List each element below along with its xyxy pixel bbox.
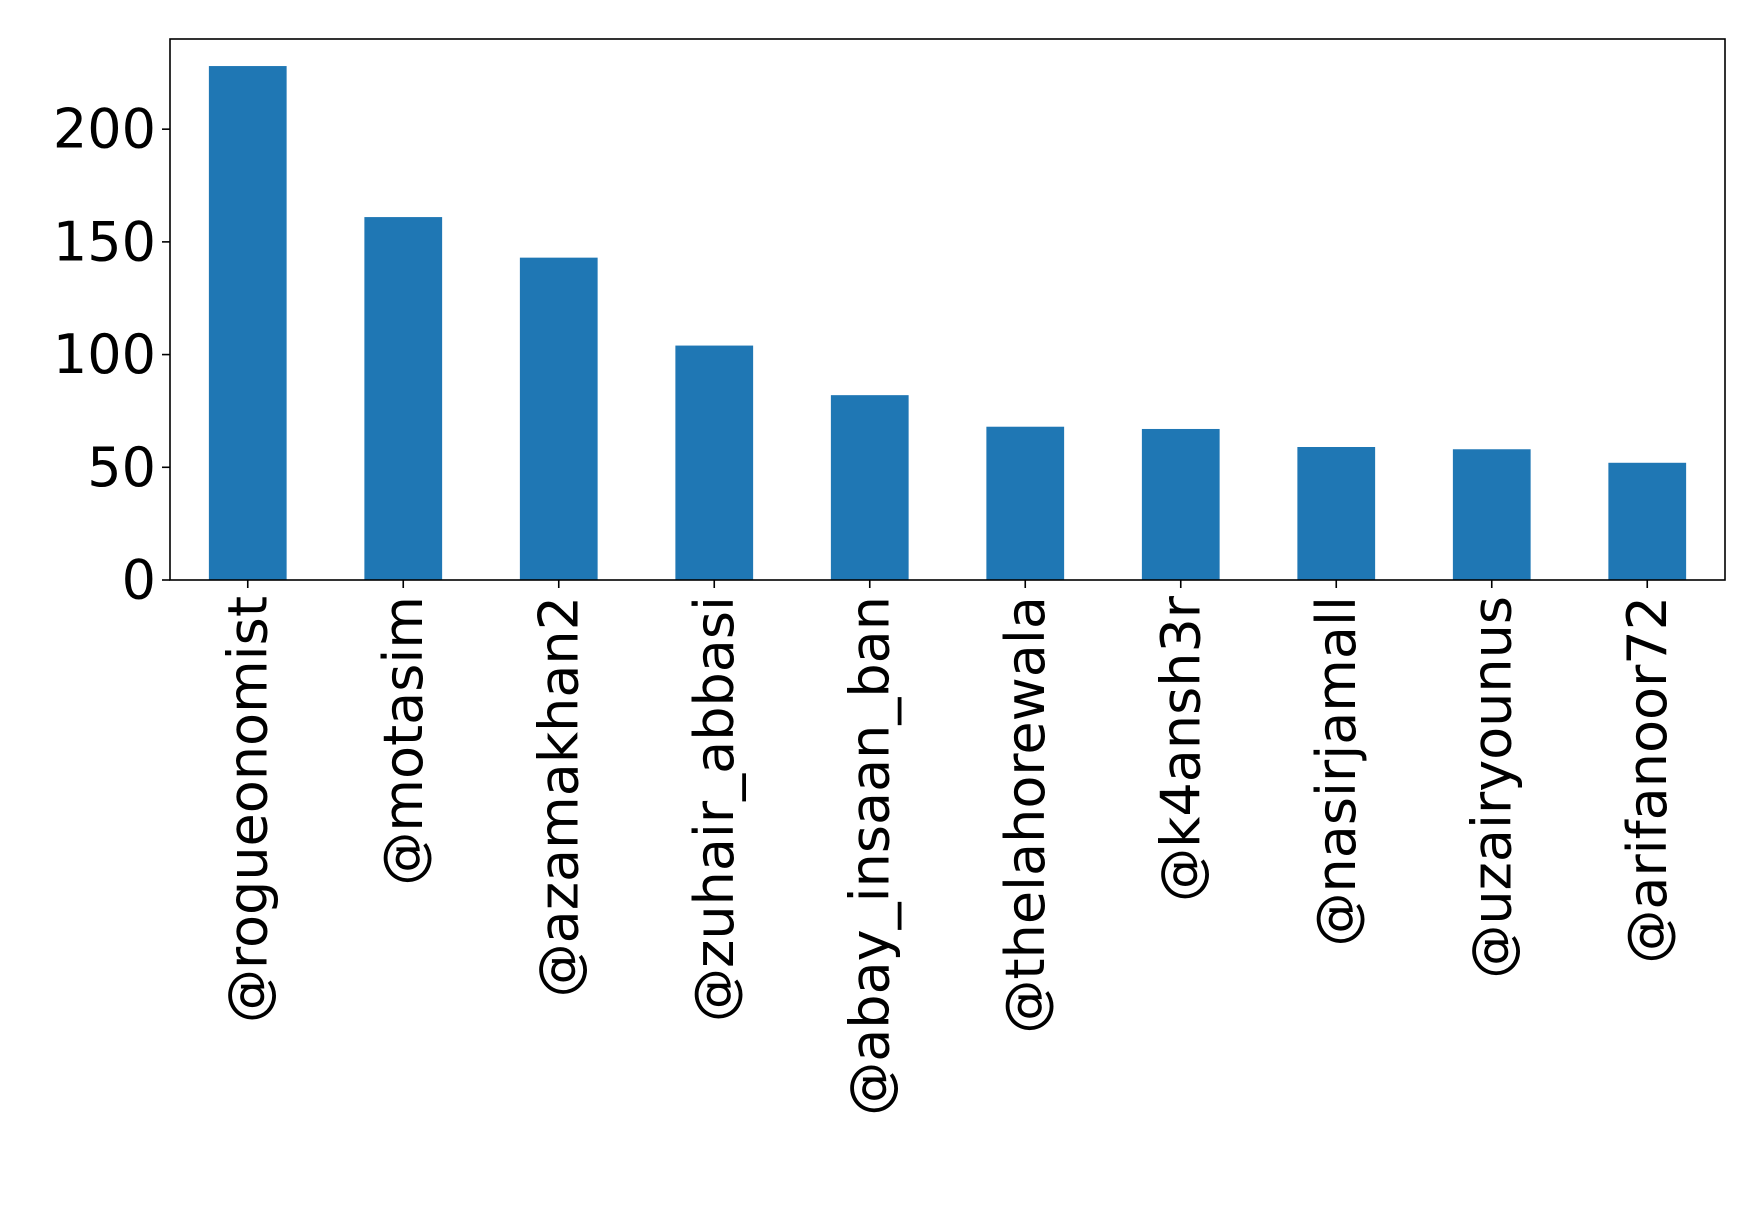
x-tick-label-0: @rogueonomist: [216, 596, 279, 1023]
y-ticks-group: 0 50 100 150 200: [53, 98, 170, 612]
bar-2: [519, 257, 598, 580]
x-tick-label-8: @uzairyounus: [1460, 596, 1523, 979]
bar-0: [208, 66, 287, 581]
x-ticks-group: @rogueonomist @motasim @azamakhan2 @zuhair_…: [216, 580, 1679, 1116]
y-tick-label-0: 0: [122, 549, 156, 612]
bar-7: [1297, 447, 1376, 580]
y-tick-label-3: 150: [53, 210, 156, 273]
bar-1: [364, 217, 443, 580]
x-tick-label-9: @arifanoor72: [1616, 596, 1679, 964]
plot-frame: [169, 38, 1726, 581]
bar-4: [830, 395, 909, 580]
bar-8: [1452, 449, 1531, 580]
bar-3: [675, 345, 754, 580]
bars-group: [208, 66, 1687, 581]
y-tick-label-2: 100: [53, 323, 156, 386]
axes-group: [169, 38, 1726, 581]
x-tick-label-5: @thelahorewala: [994, 596, 1057, 1034]
y-tick-label-4: 200: [53, 98, 156, 161]
x-tick-label-7: @nasirjamall: [1305, 596, 1368, 946]
bar-5: [986, 426, 1065, 580]
x-tick-label-3: @zuhair_abbasi: [683, 596, 746, 1022]
bar-6: [1141, 428, 1220, 580]
x-tick-label-2: @azamakhan2: [527, 596, 590, 997]
y-tick-label-1: 50: [87, 436, 156, 499]
x-tick-label-4: @abay_insaan_ban: [838, 596, 901, 1116]
x-tick-label-6: @k4ansh3r: [1149, 595, 1212, 902]
x-tick-label-1: @motasim: [372, 596, 435, 886]
bar-9: [1608, 462, 1687, 580]
